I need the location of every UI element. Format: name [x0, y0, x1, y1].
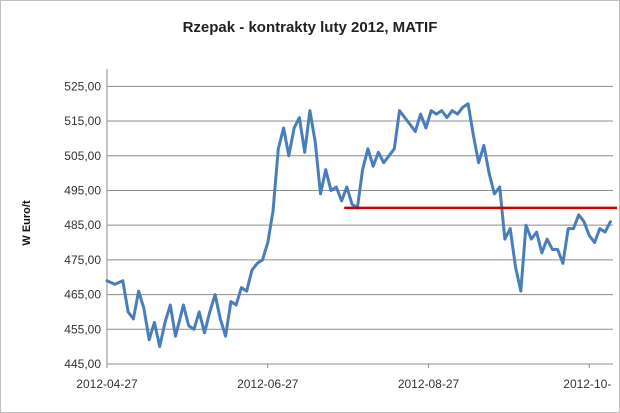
y-tick-label: 465,00 [64, 288, 101, 302]
y-tick-label: 515,00 [64, 114, 101, 128]
y-tick-label: 475,00 [64, 253, 101, 267]
chart-title: Rzepak - kontrakty luty 2012, MATIF [182, 19, 438, 36]
y-tick-label: 495,00 [64, 183, 101, 197]
x-tick-label: 2012-08-27 [398, 377, 460, 391]
y-tick-label: 445,00 [64, 357, 101, 371]
y-tick-label: 455,00 [64, 322, 101, 336]
x-tick-label: 2012-10- [563, 377, 611, 391]
x-tick-label: 2012-04-27 [76, 377, 138, 391]
y-tick-label: 505,00 [64, 149, 101, 163]
y-tick-label: 525,00 [64, 79, 101, 93]
price-series-line [105, 102, 612, 349]
y-tick-label: 485,00 [64, 218, 101, 232]
x-tick-label: 2012-06-27 [237, 377, 299, 391]
